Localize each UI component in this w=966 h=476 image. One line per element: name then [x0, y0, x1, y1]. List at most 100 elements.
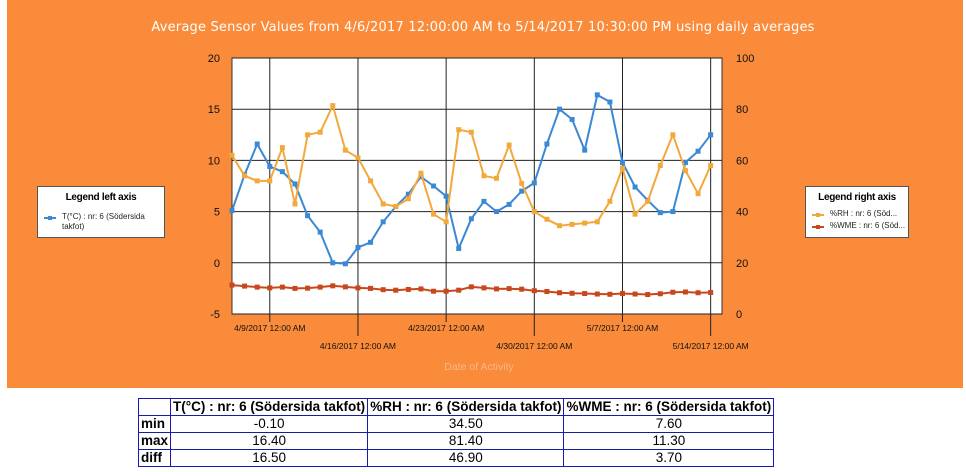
- stats-cell: 7.60: [563, 415, 775, 433]
- stats-header-wme: %WME : nr: 6 (Södersida takfot): [563, 398, 775, 416]
- data-point: [569, 116, 575, 122]
- data-point: [468, 216, 474, 222]
- data-point: [456, 287, 462, 293]
- legend-entry-temperature-line1: T(°C) : nr: 6 (Södersida: [62, 212, 145, 221]
- data-point: [670, 132, 676, 138]
- right-axis-tick-label: 100: [736, 53, 754, 65]
- stats-header-row: T(°C) : nr: 6 (Södersida takfot) %RH : n…: [137, 398, 775, 416]
- data-point: [456, 245, 462, 251]
- data-point: [544, 216, 550, 222]
- data-point: [682, 159, 688, 165]
- data-point: [443, 193, 449, 199]
- data-point: [380, 219, 386, 225]
- data-point: [242, 283, 248, 289]
- legend-right-swatch-rh: [812, 213, 824, 217]
- data-point: [431, 288, 437, 294]
- data-point: [481, 173, 487, 179]
- data-point: [544, 288, 550, 294]
- data-point: [594, 291, 600, 297]
- data-point: [619, 159, 625, 165]
- data-point: [569, 290, 575, 296]
- legend-right-marker-rh: [816, 213, 820, 217]
- data-point: [305, 213, 311, 219]
- stats-row-max: max 16.40 81.40 11.30: [137, 432, 775, 450]
- data-point: [229, 282, 235, 288]
- data-point: [468, 284, 474, 290]
- data-point: [267, 285, 273, 291]
- data-point: [594, 219, 600, 225]
- data-point: [242, 173, 248, 179]
- stats-cell: 46.90: [367, 449, 565, 467]
- data-point: [531, 180, 537, 186]
- data-point: [594, 92, 600, 98]
- data-point: [267, 178, 273, 184]
- data-point: [494, 209, 500, 215]
- data-point: [519, 286, 525, 292]
- data-point: [682, 168, 688, 174]
- left-axis-tick-label: -5: [210, 309, 220, 321]
- x-tick-label: 4/23/2017 12:00 AM: [408, 323, 484, 333]
- data-point: [292, 285, 298, 291]
- stats-cell: 16.50: [170, 449, 369, 467]
- data-point: [695, 191, 701, 197]
- right-axis-tick-label: 60: [736, 155, 748, 167]
- stats-row-label: diff: [137, 449, 172, 467]
- x-axis-title: Date of Activity: [444, 361, 514, 373]
- data-point: [405, 286, 411, 292]
- left-axis-tick-label: 10: [208, 155, 220, 167]
- data-point: [456, 127, 462, 133]
- data-point: [481, 198, 487, 204]
- data-point: [506, 286, 512, 292]
- data-point: [405, 196, 411, 202]
- data-point: [267, 164, 273, 170]
- data-point: [254, 284, 260, 290]
- data-point: [632, 291, 638, 297]
- data-point: [544, 141, 550, 147]
- data-point: [330, 103, 336, 109]
- legend-left-marker-temperature: [48, 216, 52, 220]
- stats-corner-cell: [137, 398, 172, 416]
- data-point: [305, 285, 311, 291]
- data-point: [531, 209, 537, 215]
- data-point: [670, 209, 676, 215]
- data-point: [607, 198, 613, 204]
- stats-table: T(°C) : nr: 6 (Södersida takfot) %RH : n…: [137, 398, 775, 467]
- data-point: [708, 289, 714, 295]
- left-axis-tick-label: 15: [208, 104, 220, 116]
- stats-row-label: max: [137, 432, 172, 450]
- x-tick-label: 5/7/2017 12:00 AM: [587, 323, 658, 333]
- data-point: [682, 289, 688, 295]
- data-point: [607, 291, 613, 297]
- data-point: [342, 261, 348, 267]
- data-point: [254, 178, 260, 184]
- legend-right-axis: Legend right axis %RH : nr: 6 (Söd... %W…: [805, 186, 909, 238]
- stats-cell: 16.40: [170, 432, 369, 450]
- data-point: [494, 286, 500, 292]
- data-point: [582, 220, 588, 226]
- data-point: [317, 129, 323, 135]
- data-point: [418, 170, 424, 176]
- data-point: [405, 191, 411, 197]
- stats-row-label: min: [137, 415, 172, 433]
- data-point: [317, 284, 323, 290]
- data-point: [368, 239, 374, 245]
- left-axis-tick-label: 20: [208, 53, 220, 65]
- data-point: [670, 289, 676, 295]
- data-point: [393, 287, 399, 293]
- left-axis-tick-label: 5: [214, 207, 220, 219]
- chart-svg: -5 0 5 10 15 20 0 20 40 60 80 100 4/9/2017 12:00 AM 4…: [208, 53, 755, 373]
- data-point: [368, 178, 374, 184]
- data-point: [519, 188, 525, 194]
- legend-right-marker-wme: [816, 225, 820, 229]
- x-tick-label: 4/9/2017 12:00 AM: [234, 323, 305, 333]
- chart-title: Average Sensor Values from 4/6/2017 12:0…: [151, 20, 815, 35]
- data-point: [355, 285, 361, 291]
- data-point: [431, 211, 437, 217]
- data-point: [557, 106, 563, 112]
- right-axis-tick-label: 80: [736, 104, 748, 116]
- data-point: [292, 201, 298, 207]
- data-point: [443, 288, 449, 294]
- data-point: [531, 288, 537, 294]
- data-point: [481, 285, 487, 291]
- data-point: [619, 165, 625, 171]
